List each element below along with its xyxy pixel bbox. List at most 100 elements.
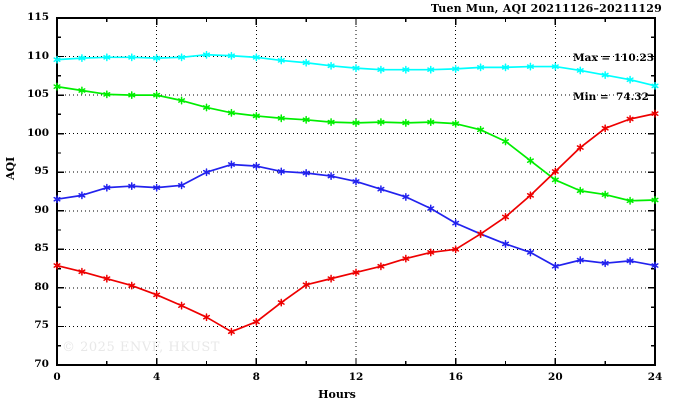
data-point-marker	[178, 181, 186, 190]
marker-stroke	[103, 54, 111, 60]
marker-stroke	[626, 116, 634, 122]
marker-stroke	[78, 269, 86, 275]
series-20211126	[53, 50, 659, 90]
marker-stroke	[551, 169, 559, 174]
marker-stroke	[626, 198, 634, 204]
data-point-marker	[402, 65, 410, 74]
data-point-marker	[651, 261, 659, 270]
marker-stroke	[153, 55, 161, 61]
data-point-marker	[53, 55, 61, 64]
series-20211127	[53, 82, 659, 205]
data-point-marker	[526, 62, 534, 71]
marker-stroke	[178, 303, 186, 308]
data-point-marker	[452, 245, 460, 254]
x-tick-label: 20	[548, 371, 563, 383]
data-point-marker	[626, 196, 634, 205]
marker-stroke	[427, 67, 435, 73]
data-point-marker	[153, 183, 161, 192]
y-tick-label: 75	[34, 319, 49, 332]
data-point-marker	[501, 63, 510, 72]
data-point-marker	[202, 50, 211, 59]
data-point-marker	[501, 212, 510, 221]
marker-stroke	[103, 276, 111, 281]
marker-stroke	[352, 65, 360, 71]
marker-stroke	[377, 67, 385, 73]
marker-stroke	[153, 185, 161, 190]
marker-stroke	[452, 121, 460, 126]
data-point-marker	[352, 177, 360, 186]
marker-stroke	[352, 270, 360, 275]
data-point-marker	[402, 118, 410, 127]
data-point-marker	[501, 239, 510, 248]
data-point-marker	[601, 71, 609, 80]
data-point-marker	[576, 186, 584, 195]
marker-stroke	[576, 68, 584, 73]
x-tick-label: 16	[448, 371, 463, 383]
data-point-marker	[352, 268, 360, 277]
marker-stroke	[551, 64, 559, 69]
data-point-marker	[103, 274, 111, 283]
data-point-marker	[277, 56, 285, 65]
marker-stroke	[501, 65, 510, 70]
marker-stroke	[78, 55, 86, 61]
data-point-marker	[302, 58, 310, 67]
data-point-marker	[651, 81, 659, 90]
marker-stroke	[526, 158, 534, 164]
marker-stroke	[128, 54, 136, 60]
data-point-marker	[526, 156, 534, 165]
marker-stroke	[252, 319, 260, 325]
marker-stroke	[576, 145, 584, 150]
data-point-marker	[427, 248, 435, 257]
data-point-marker	[477, 125, 485, 134]
data-point-marker	[227, 108, 235, 117]
data-point-marker	[327, 172, 335, 181]
data-point-marker	[78, 86, 86, 95]
marker-stroke	[103, 91, 111, 97]
data-point-marker	[501, 137, 510, 146]
marker-stroke	[327, 63, 335, 69]
x-tick-label: 24	[647, 371, 663, 383]
data-point-marker	[651, 109, 659, 118]
data-point-marker	[128, 53, 136, 62]
data-point-marker	[377, 118, 385, 127]
marker-stroke	[277, 58, 285, 63]
data-point-marker	[128, 281, 136, 290]
marker-stroke	[402, 194, 410, 200]
chart-title: Tuen Mun, AQI 20211126–20211129	[430, 2, 662, 15]
marker-stroke	[227, 329, 235, 335]
marker-stroke	[626, 258, 634, 264]
x-tick-label: 4	[153, 371, 161, 383]
data-point-marker	[153, 290, 161, 299]
data-point-marker	[626, 256, 634, 265]
marker-stroke	[277, 115, 285, 121]
data-point-marker	[202, 168, 211, 177]
data-point-marker	[526, 191, 534, 200]
data-point-marker	[402, 254, 410, 263]
marker-stroke	[53, 196, 61, 202]
marker-stroke	[501, 241, 510, 247]
data-point-marker	[128, 182, 136, 191]
data-point-marker	[202, 103, 211, 112]
marker-stroke	[576, 188, 584, 194]
data-point-marker	[78, 267, 86, 276]
data-point-marker	[576, 143, 584, 152]
marker-stroke	[327, 119, 335, 125]
data-point-marker	[277, 114, 285, 123]
data-point-marker	[202, 313, 211, 322]
y-tick-label: 115	[27, 11, 49, 23]
marker-stroke	[402, 120, 410, 126]
data-point-marker	[128, 91, 136, 100]
data-point-marker	[402, 192, 410, 201]
marker-stroke	[452, 220, 460, 226]
data-point-marker	[427, 204, 435, 213]
data-point-marker	[252, 111, 260, 120]
marker-stroke	[551, 263, 559, 269]
data-point-marker	[352, 64, 360, 73]
marker-stroke	[178, 182, 186, 188]
data-point-marker	[551, 175, 559, 184]
marker-stroke	[202, 52, 211, 58]
data-point-marker	[227, 327, 235, 336]
data-point-marker	[227, 160, 235, 169]
data-point-marker	[103, 90, 111, 99]
